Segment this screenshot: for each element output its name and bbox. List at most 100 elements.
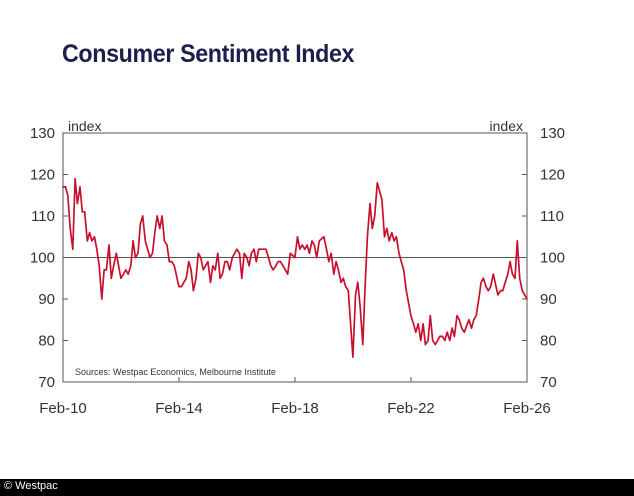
data-point xyxy=(282,265,284,267)
data-point xyxy=(231,256,233,259)
data-point xyxy=(197,252,199,254)
data-point xyxy=(316,256,318,259)
data-point xyxy=(279,261,281,263)
data-point xyxy=(352,356,354,358)
y-tick-label-right: 80 xyxy=(540,333,557,350)
data-point xyxy=(132,240,134,242)
data-point xyxy=(151,252,154,254)
data-point xyxy=(485,286,487,288)
data-point xyxy=(260,248,262,250)
data-point xyxy=(311,240,313,242)
data-point xyxy=(308,252,310,254)
data-point xyxy=(403,269,405,271)
data-point xyxy=(74,178,76,180)
data-point xyxy=(415,331,417,333)
x-tick-label: Feb-22 xyxy=(387,400,435,417)
data-point xyxy=(202,269,204,271)
data-point xyxy=(470,327,473,329)
data-point xyxy=(328,261,330,263)
data-point xyxy=(345,286,347,288)
data-point xyxy=(195,277,197,279)
data-point xyxy=(156,215,158,217)
data-point xyxy=(366,236,368,238)
data-point xyxy=(289,252,291,254)
data-point xyxy=(393,240,395,242)
data-point xyxy=(98,265,100,267)
data-point xyxy=(192,290,194,292)
x-tick-label: Feb-26 xyxy=(503,400,551,417)
data-point xyxy=(86,240,88,242)
data-point xyxy=(432,339,434,342)
y-tick-label-right: 70 xyxy=(540,374,557,391)
data-point xyxy=(248,265,250,267)
data-point xyxy=(101,298,103,300)
data-point xyxy=(490,286,492,288)
data-point xyxy=(267,256,270,259)
data-point xyxy=(183,281,185,283)
data-point xyxy=(337,269,339,271)
data-point xyxy=(103,269,105,271)
y-tick-label-right: 90 xyxy=(540,291,557,308)
data-point xyxy=(79,186,81,188)
data-point xyxy=(127,273,129,275)
data-point xyxy=(125,269,127,271)
y-tick-label-left: 70 xyxy=(38,374,55,391)
data-point xyxy=(96,248,98,250)
data-point xyxy=(499,290,502,292)
data-point xyxy=(509,261,511,263)
data-point xyxy=(229,269,231,271)
data-point xyxy=(325,248,328,250)
data-point xyxy=(410,315,412,317)
data-point xyxy=(313,244,315,246)
data-point xyxy=(456,315,458,317)
data-point xyxy=(383,236,386,238)
data-point xyxy=(342,277,344,279)
data-point xyxy=(113,265,115,267)
data-point xyxy=(224,261,226,263)
data-point xyxy=(207,261,209,263)
data-point xyxy=(417,323,419,325)
data-point xyxy=(241,277,243,279)
data-point xyxy=(449,339,451,342)
data-point xyxy=(480,281,482,283)
data-point xyxy=(149,256,151,259)
data-point xyxy=(154,232,156,234)
data-point xyxy=(214,269,216,271)
data-point xyxy=(507,273,509,275)
data-point xyxy=(458,319,460,321)
data-point xyxy=(381,198,383,200)
y-tick-label-right: 130 xyxy=(540,125,565,142)
data-point xyxy=(258,248,260,250)
data-point xyxy=(137,252,139,254)
data-point xyxy=(504,281,506,283)
data-point xyxy=(398,252,400,254)
data-point xyxy=(296,236,299,238)
data-point xyxy=(514,277,516,279)
data-point xyxy=(246,256,248,259)
data-point xyxy=(478,298,480,300)
data-point xyxy=(180,286,183,288)
data-point xyxy=(76,203,78,205)
data-point xyxy=(333,273,335,275)
data-point xyxy=(161,215,163,217)
data-point xyxy=(304,248,306,250)
data-point xyxy=(89,232,91,234)
credit-text: © Westpac xyxy=(4,480,58,492)
data-point xyxy=(178,286,180,288)
data-point xyxy=(371,227,373,229)
data-point xyxy=(226,261,228,263)
y-tick-label-left: 120 xyxy=(30,167,55,184)
credit-bar: © Westpac xyxy=(0,479,634,496)
data-point xyxy=(115,252,117,254)
data-point xyxy=(521,290,523,292)
data-point xyxy=(463,331,465,333)
data-point xyxy=(299,248,301,250)
data-point xyxy=(217,252,219,254)
data-point xyxy=(163,240,165,242)
data-point xyxy=(122,273,125,275)
series-line-consumer-sentiment xyxy=(62,177,528,358)
data-point xyxy=(487,290,489,292)
data-point xyxy=(294,256,296,259)
data-point xyxy=(446,331,448,333)
y-tick-label-left: 100 xyxy=(30,250,55,267)
